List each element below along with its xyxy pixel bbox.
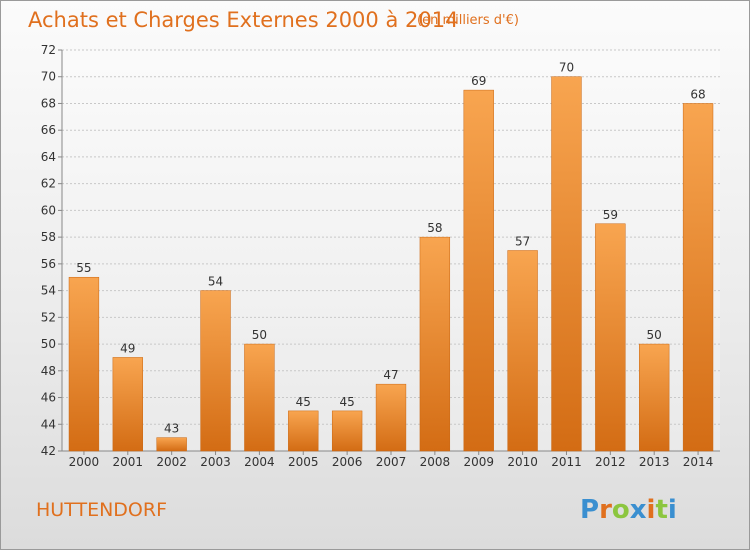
y-tick-label: 66 <box>41 123 56 137</box>
y-tick-label: 48 <box>41 364 56 378</box>
y-tick-label: 60 <box>41 203 56 217</box>
value-label-2004: 50 <box>252 328 267 342</box>
value-label-2003: 54 <box>208 275 223 289</box>
bar-2013 <box>639 343 670 452</box>
bar-2002 <box>156 437 187 452</box>
bar-2008 <box>419 236 451 452</box>
axes: 42 44 46 48 50 52 54 56 58 60 62 64 66 68 70 72 2000 2001… <box>41 43 720 469</box>
proxiti-logo: Proxiti <box>580 495 677 525</box>
y-tick-label: 70 <box>41 70 56 84</box>
chart-subtitle: (en milliers d'€) <box>417 13 519 28</box>
x-tick-label-2006: 2006 <box>332 455 363 469</box>
y-tick-label: 58 <box>41 230 56 244</box>
bar-2014 <box>682 103 714 452</box>
x-tick-label-2002: 2002 <box>156 455 187 469</box>
bar-2011 <box>551 76 582 452</box>
bar-2000 <box>68 276 100 452</box>
x-tick-label-2001: 2001 <box>113 455 144 469</box>
city-name: HUTTENDORF <box>36 499 167 521</box>
bar-2012 <box>595 223 626 452</box>
x-tick-label-2007: 2007 <box>376 455 407 469</box>
value-label-2006: 45 <box>339 395 354 409</box>
value-label-2000: 55 <box>76 261 91 275</box>
y-tick-label: 42 <box>41 444 56 458</box>
x-tick-label-2011: 2011 <box>551 455 582 469</box>
y-tick-label: 56 <box>41 257 56 271</box>
bar-2007 <box>375 383 407 452</box>
y-tick-label: 64 <box>41 150 56 164</box>
chart-title: Achats et Charges Externes 2000 à 2014 <box>28 8 458 32</box>
bar-2010 <box>507 250 538 452</box>
value-label-2008: 58 <box>427 221 442 235</box>
bar-2004 <box>244 343 275 452</box>
value-labels: 55 49 43 54 50 45 45 47 58 69 57 70 59 50 68 <box>76 61 705 436</box>
y-tick-label: 62 <box>41 177 56 191</box>
value-label-2013: 50 <box>647 328 662 342</box>
y-tick-label: 72 <box>41 43 56 57</box>
bar-2009 <box>463 89 494 452</box>
x-tick-label-2000: 2000 <box>69 455 100 469</box>
value-label-2014: 68 <box>690 87 705 101</box>
bar-2003 <box>200 290 231 452</box>
x-tick-label-2004: 2004 <box>244 455 275 469</box>
x-tick-label-2010: 2010 <box>507 455 538 469</box>
logo-text: Proxiti <box>580 495 677 525</box>
y-tick-label: 68 <box>41 96 56 110</box>
value-label-2005: 45 <box>296 395 311 409</box>
y-tick-label: 52 <box>41 310 56 324</box>
value-label-2001: 49 <box>120 341 135 355</box>
x-tick-label-2008: 2008 <box>420 455 451 469</box>
value-label-2010: 57 <box>515 235 530 249</box>
value-label-2009: 69 <box>471 74 486 88</box>
y-tick-label: 50 <box>41 337 56 351</box>
bar-2006 <box>331 410 363 452</box>
bar-2005 <box>288 410 319 452</box>
x-tick-label-2009: 2009 <box>463 455 494 469</box>
y-tick-label: 46 <box>41 391 56 405</box>
x-tick-label-2003: 2003 <box>200 455 231 469</box>
y-tick-label: 44 <box>41 417 56 431</box>
y-tick-label: 54 <box>41 284 56 298</box>
value-label-2011: 70 <box>559 61 574 75</box>
value-label-2007: 47 <box>383 368 398 382</box>
bars <box>68 76 714 452</box>
bar-2001 <box>112 357 143 452</box>
x-tick-label-2012: 2012 <box>595 455 626 469</box>
value-label-2012: 59 <box>603 208 618 222</box>
value-label-2002: 43 <box>164 422 179 436</box>
x-tick-label-2005: 2005 <box>288 455 319 469</box>
x-tick-label-2013: 2013 <box>639 455 670 469</box>
x-tick-label-2014: 2014 <box>683 455 714 469</box>
